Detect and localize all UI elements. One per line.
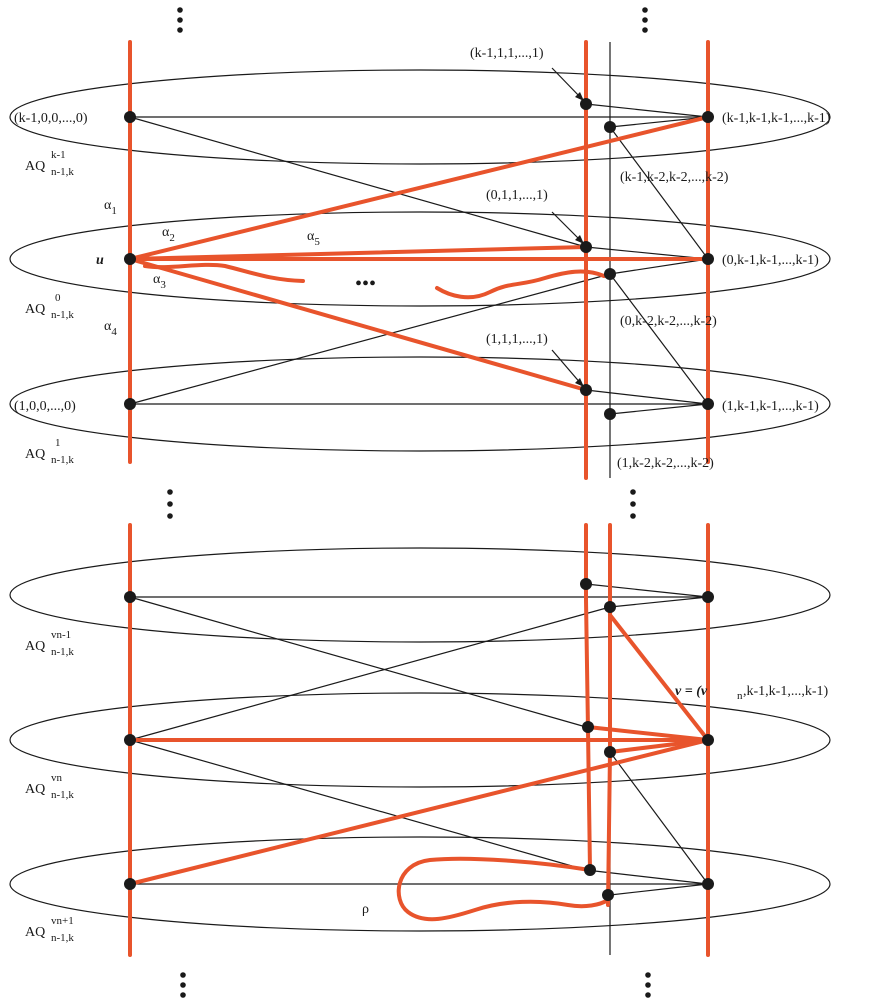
- label-low-left-node: (1,0,0,...,0): [14, 399, 76, 414]
- label-top-right-node: (k-1,k-1,k-1,...,k-1): [722, 111, 831, 126]
- label-v: v = (v: [675, 684, 708, 699]
- svg-text:AQ: AQ: [25, 447, 45, 462]
- node-low-left: [124, 398, 136, 410]
- node-vn-mid: [582, 721, 594, 733]
- svg-text:AQ: AQ: [25, 639, 45, 654]
- label-v-sub: n: [737, 690, 743, 702]
- label-rho: ρ: [362, 902, 369, 917]
- svg-text:n-1,k: n-1,k: [51, 932, 74, 944]
- node-u: [124, 253, 136, 265]
- node-top-right: [702, 111, 714, 123]
- alpha-4: α4: [104, 319, 117, 338]
- svg-text:n-1,k: n-1,k: [51, 789, 74, 801]
- node-vn+1-mid2: [602, 889, 614, 901]
- subcube-label-vn-1: AQ vn-1 n-1,k: [25, 629, 74, 658]
- subcube-label-vn+1: AQ vn+1 n-1,k: [25, 915, 74, 944]
- node-vn-left: [124, 734, 136, 746]
- node-low-mid: [580, 384, 592, 396]
- subcube-label-k-1: AQ k-1 n-1,k: [25, 149, 74, 178]
- svg-text:k-1: k-1: [51, 149, 66, 161]
- subcube-ellipse-top: [9, 69, 831, 165]
- subcube-label-1: AQ 1 n-1,k: [25, 437, 74, 466]
- alpha-5: α5: [307, 229, 320, 248]
- alpha-2: α2: [162, 225, 175, 244]
- label-low-mid-node: (1,1,1,...,1): [486, 332, 548, 347]
- subcube-ellipse-mid: [9, 211, 831, 307]
- svg-text:0: 0: [55, 292, 61, 304]
- subcube-label-vn: AQ vn n-1,k: [25, 772, 74, 801]
- label-mid-mid-node: (0,1,1,...,1): [486, 188, 548, 203]
- nodes: [124, 98, 714, 901]
- dots-mid: •••: [355, 273, 376, 295]
- node-mid-mid2: [604, 268, 616, 280]
- node-vn-1-mid2: [604, 601, 616, 613]
- svg-text:vn: vn: [51, 772, 63, 784]
- node-vn-1-mid: [580, 578, 592, 590]
- subcube-ellipse-vn+1: [9, 836, 831, 932]
- svg-text:vn+1: vn+1: [51, 915, 74, 927]
- node-vn+1-right: [702, 878, 714, 890]
- node-vn-mid2: [604, 746, 616, 758]
- label-top-right2-node: (k-1,k-2,k-2,...,k-2): [620, 170, 729, 185]
- node-vn+1-mid: [584, 864, 596, 876]
- svg-text:AQ: AQ: [25, 302, 45, 317]
- svg-text:n-1,k: n-1,k: [51, 166, 74, 178]
- node-top-left: [124, 111, 136, 123]
- node-mid-mid: [580, 241, 592, 253]
- node-vn-1-right: [702, 591, 714, 603]
- node-vn-1-left: [124, 591, 136, 603]
- node-vn+1-left: [124, 878, 136, 890]
- svg-text:AQ: AQ: [25, 782, 45, 797]
- label-top-mid-node: (k-1,1,1,...,1): [470, 46, 544, 61]
- label-mid-right-node: (0,k-1,k-1,...,k-1): [722, 253, 819, 268]
- label-v-tail: ,k-1,k-1,...,k-1): [743, 684, 828, 699]
- node-v: [702, 734, 714, 746]
- svg-text:vn-1: vn-1: [51, 629, 71, 641]
- subcube-ellipse-low: [9, 356, 831, 452]
- subcube-label-0: AQ 0 n-1,k: [25, 292, 74, 321]
- svg-text:AQ: AQ: [25, 159, 45, 174]
- label-top-left-node: (k-1,0,0,...,0): [14, 111, 88, 126]
- vertical-dots-group: [167, 7, 651, 998]
- alpha-1: α1: [104, 198, 117, 217]
- label-u: u: [96, 253, 104, 268]
- node-top-mid2: [604, 121, 616, 133]
- label-low-right-node: (1,k-1,k-1,...,k-1): [722, 399, 819, 414]
- svg-text:1: 1: [55, 437, 61, 449]
- svg-text:AQ: AQ: [25, 925, 45, 940]
- label-low-right2-node: (1,k-2,k-2,...,k-2): [617, 456, 714, 471]
- node-low-right: [702, 398, 714, 410]
- subcube-ellipse-vn: [9, 692, 831, 788]
- alpha-3: α3: [153, 272, 166, 291]
- node-low-mid2: [604, 408, 616, 420]
- svg-text:n-1,k: n-1,k: [51, 454, 74, 466]
- svg-text:n-1,k: n-1,k: [51, 646, 74, 658]
- svg-text:n-1,k: n-1,k: [51, 309, 74, 321]
- label-mid-right2-node: (0,k-2,k-2,...,k-2): [620, 314, 717, 329]
- node-mid-right: [702, 253, 714, 265]
- node-top-mid: [580, 98, 592, 110]
- subcube-ellipse-vn-1: [9, 547, 831, 643]
